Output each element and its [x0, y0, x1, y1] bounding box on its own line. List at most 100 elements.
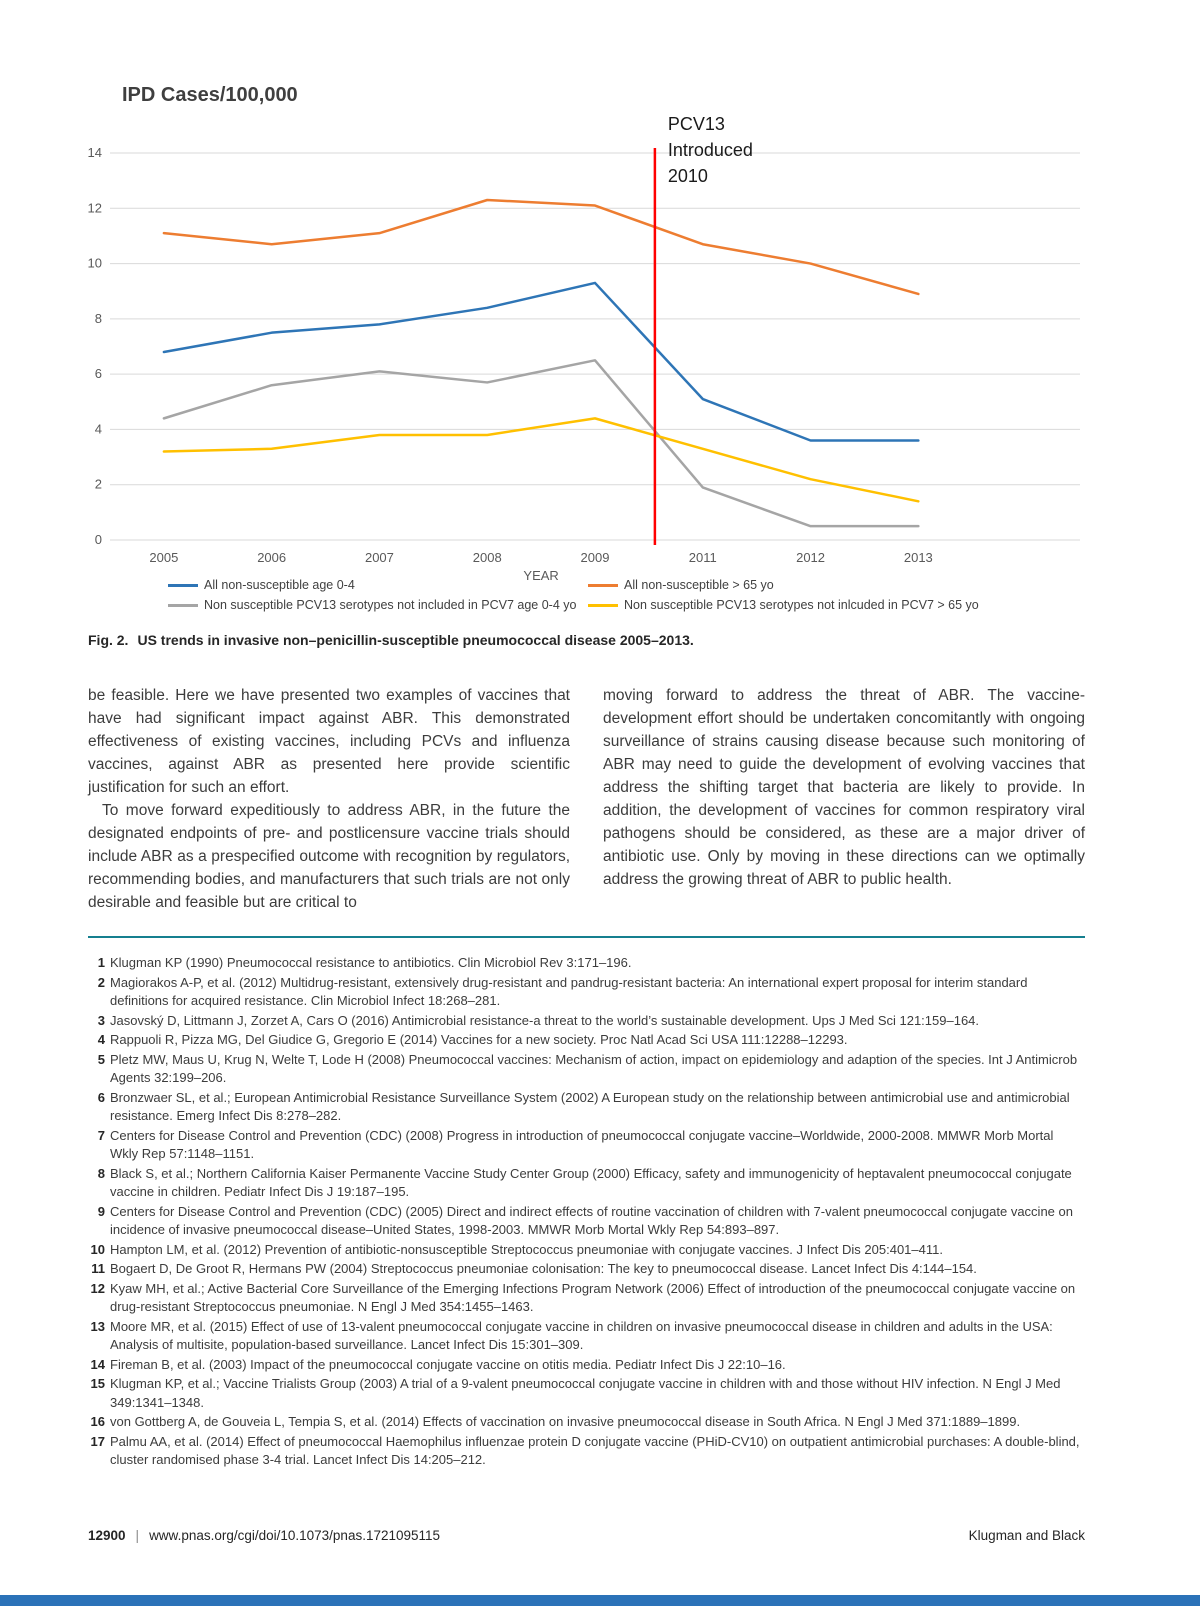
footer-separator: | [135, 1528, 140, 1543]
y-tick-label: 0 [95, 532, 102, 547]
x-tick-label: 2007 [365, 550, 394, 565]
reference-number: 10 [90, 1241, 105, 1257]
pcv13-annotation-text: Introduced [668, 140, 753, 160]
legend-item-age-0-4: All non-susceptible age 0-4 [168, 578, 588, 592]
body-paragraph: be feasible. Here we have presented two … [88, 687, 570, 796]
y-tick-label: 14 [88, 145, 102, 160]
y-tick-label: 10 [88, 256, 102, 271]
reference-text: Centers for Disease Control and Preventi… [110, 1203, 1073, 1238]
y-tick-label: 4 [95, 421, 102, 436]
figure-caption-text: US trends in invasive non–penicillin-sus… [137, 632, 694, 648]
reference-text: von Gottberg A, de Gouveia L, Tempia S, … [110, 1414, 1021, 1429]
reference-text: Palmu AA, et al. (2014) Effect of pneumo… [110, 1433, 1080, 1468]
section-divider-rule [88, 936, 1085, 938]
reference-text: Centers for Disease Control and Preventi… [110, 1127, 1054, 1162]
x-tick-label: 2012 [796, 550, 825, 565]
footer-left: 12900 | www.pnas.org/cgi/doi/10.1073/pnas.… [88, 1528, 440, 1543]
reference-item: 7 Centers for Disease Control and Prevent… [88, 1127, 1085, 1164]
reference-item: 17 Palmu AA, et al. (2014) Effect of pneu… [88, 1433, 1085, 1470]
reference-number: 7 [97, 1127, 105, 1143]
footer-doi-link[interactable]: www.pnas.org/cgi/doi/10.1073/pnas.172109… [149, 1528, 441, 1543]
reference-number: 17 [90, 1433, 105, 1449]
reference-number: 4 [97, 1032, 105, 1047]
reference-number: 2 [97, 974, 105, 990]
chart-title: IPD Cases/100,000 [122, 84, 298, 106]
reference-text: Jasovský D, Littmann J, Zorzet A, Cars O… [110, 1012, 980, 1028]
references-list: 1 Klugman KP (1990) Pneumococcal resistan… [88, 954, 1085, 1471]
legend-line-swatch-gray [168, 603, 198, 607]
reference-number: 14 [90, 1356, 105, 1372]
legend-label: Non susceptible PCV13 serotypes not incl… [204, 598, 577, 612]
reference-number: 3 [97, 1012, 105, 1028]
article-column-right: moving forward to address the threat of … [603, 684, 1085, 914]
y-tick-label: 2 [95, 477, 102, 492]
reference-text: Magiorakos A-P, et al. (2012) Multidrug-… [110, 974, 1028, 1009]
reference-text: Klugman KP, et al.; Vaccine Trialists Gr… [110, 1376, 1061, 1410]
reference-item: 2 Magiorakos A-P, et al. (2012) Multidrug… [88, 974, 1085, 1011]
y-tick-label: 6 [95, 366, 102, 381]
x-tick-label: 2008 [473, 550, 502, 565]
y-tick-label: 12 [88, 200, 102, 215]
article-body: be feasible. Here we have presented two … [88, 684, 1085, 914]
reference-text: Fireman B, et al. (2003) Impact of the p… [110, 1356, 786, 1372]
reference-number: 16 [90, 1414, 105, 1429]
reference-item: 10 Hampton LM, et al. (2012) Prevention o… [88, 1241, 1085, 1260]
page-footer: 12900 | www.pnas.org/cgi/doi/10.1073/pnas.… [88, 1528, 1085, 1543]
reference-item: 11 Bogaert D, De Groot R, Hermans PW (200… [88, 1260, 1085, 1279]
legend-item-pcv13-age-0-4: Non susceptible PCV13 serotypes not incl… [168, 598, 588, 612]
reference-number: 12 [90, 1280, 105, 1296]
reference-item: 6 Bronzwaer SL, et al.; European Antimicr… [88, 1089, 1085, 1126]
reference-number: 11 [91, 1261, 105, 1276]
x-tick-label: 2006 [257, 550, 286, 565]
body-paragraph: moving forward to address the threat of … [603, 687, 1085, 888]
pcv13-annotation-text: PCV13 [668, 114, 725, 134]
reference-text: Hampton LM, et al. (2012) Prevention of … [110, 1241, 943, 1257]
series-line [162, 417, 920, 503]
reference-item: 14 Fireman B, et al. (2003) Impact of the… [88, 1356, 1085, 1375]
x-tick-label: 2005 [149, 550, 178, 565]
reference-item: 15 Klugman KP, et al.; Vaccine Trialists … [88, 1375, 1085, 1412]
series-line [162, 198, 920, 296]
figure-caption: Fig. 2. US trends in invasive non–penicil… [88, 632, 1088, 648]
legend-label: Non susceptible PCV13 serotypes not inlc… [624, 598, 979, 612]
x-axis-title: YEAR [523, 568, 558, 583]
footer-authors: Klugman and Black [968, 1528, 1085, 1543]
reference-number: 1 [97, 955, 105, 970]
reference-text: Pletz MW, Maus U, Krug N, Welte T, Lode … [110, 1051, 1078, 1086]
reference-text: Rappuoli R, Pizza MG, Del Giudice G, Gre… [110, 1032, 848, 1047]
x-tick-label: 2009 [581, 550, 610, 565]
reference-item: 1 Klugman KP (1990) Pneumococcal resistan… [88, 954, 1085, 973]
article-column-left: be feasible. Here we have presented two … [88, 684, 570, 914]
reference-item: 9 Centers for Disease Control and Prevent… [88, 1203, 1085, 1240]
reference-text: Black S, et al.; Northern California Kai… [110, 1165, 1072, 1200]
y-tick-label: 8 [95, 311, 102, 326]
reference-text: Klugman KP (1990) Pneumococcal resistanc… [110, 955, 632, 970]
reference-number: 9 [97, 1203, 105, 1219]
legend-line-swatch-yellow [588, 603, 618, 607]
reference-item: 3 Jasovský D, Littmann J, Zorzet A, Cars … [88, 1012, 1085, 1031]
reference-item: 5 Pletz MW, Maus U, Krug N, Welte T, Lode… [88, 1051, 1085, 1088]
legend-line-swatch-blue [168, 583, 198, 587]
legend-label: All non-susceptible age 0-4 [204, 578, 355, 592]
reference-item: 13 Moore MR, et al. (2015) Effect of use … [88, 1318, 1085, 1355]
reference-item: 4 Rappuoli R, Pizza MG, Del Giudice G, Gr… [88, 1031, 1085, 1050]
series-line [162, 281, 920, 442]
legend-item-over-65: All non-susceptible > 65 yo [588, 578, 979, 592]
legend-item-pcv13-over-65: Non susceptible PCV13 serotypes not inlc… [588, 598, 979, 612]
reference-item: 12 Kyaw MH, et al.; Active Bacterial Core… [88, 1280, 1085, 1317]
body-paragraph: To move forward expeditiously to address… [88, 802, 570, 911]
bottom-accent-bar [0, 1595, 1200, 1606]
legend-line-swatch-orange [588, 583, 618, 587]
reference-text: Kyaw MH, et al.; Active Bacterial Core S… [110, 1280, 1076, 1315]
x-tick-label: 2011 [689, 550, 717, 565]
reference-text: Moore MR, et al. (2015) Effect of use of… [110, 1318, 1053, 1353]
page-number: 12900 [88, 1528, 126, 1543]
reference-text: Bronzwaer SL, et al.; European Antimicro… [110, 1089, 1070, 1124]
chart-legend: All non-susceptible age 0-4 All non-susc… [168, 578, 979, 612]
reference-text: Bogaert D, De Groot R, Hermans PW (2004)… [110, 1261, 977, 1276]
reference-number: 5 [97, 1051, 105, 1067]
reference-number: 6 [97, 1089, 105, 1105]
series-line [162, 359, 920, 528]
reference-item: 16 von Gottberg A, de Gouveia L, Tempia S… [88, 1413, 1085, 1432]
